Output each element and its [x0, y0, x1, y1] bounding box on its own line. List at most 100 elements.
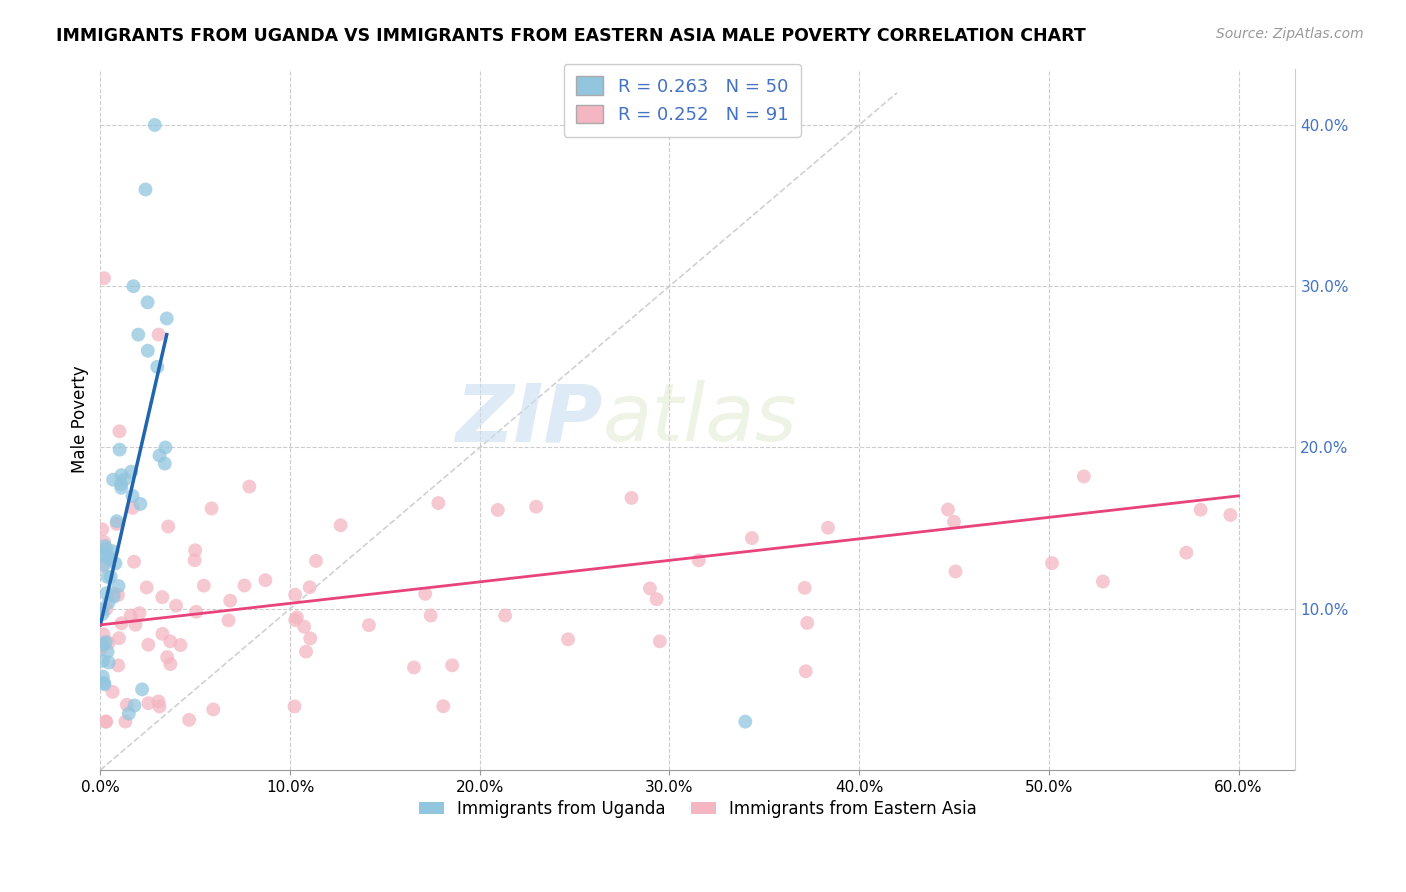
Point: [943, 515, 966, 529]
Point: [104, 557, 127, 571]
Point: [110, 481, 132, 495]
Text: Source: ZipAtlas.com: Source: ZipAtlas.com: [1216, 27, 1364, 41]
Point: [150, 627, 173, 641]
Point: [149, 699, 172, 714]
Point: [202, 702, 225, 716]
Point: [1040, 556, 1063, 570]
Point: [115, 698, 138, 712]
Point: [97, 656, 120, 670]
Point: [219, 593, 242, 607]
Point: [93, 558, 115, 572]
Point: [110, 477, 132, 491]
Point: [945, 565, 967, 579]
Point: [120, 608, 142, 623]
Point: [638, 582, 661, 596]
Point: [91, 558, 114, 573]
Point: [292, 620, 315, 634]
Point: [110, 468, 132, 483]
Point: [101, 473, 124, 487]
Point: [108, 631, 131, 645]
Point: [156, 650, 179, 665]
Point: [284, 613, 307, 627]
Point: [122, 555, 145, 569]
Point: [284, 588, 307, 602]
Point: [91, 637, 114, 651]
Point: [936, 502, 959, 516]
Point: [283, 699, 305, 714]
Point: [419, 608, 441, 623]
Point: [96, 645, 118, 659]
Point: [1189, 502, 1212, 516]
Point: [305, 554, 328, 568]
Point: [96, 714, 118, 729]
Point: [817, 521, 839, 535]
Point: [98, 550, 121, 565]
Point: [688, 553, 710, 567]
Point: [413, 587, 436, 601]
Point: [285, 610, 308, 624]
Point: [441, 658, 464, 673]
Point: [122, 279, 145, 293]
Point: [143, 118, 166, 132]
Point: [494, 608, 516, 623]
Point: [105, 514, 128, 528]
Point: [620, 491, 643, 505]
Point: [107, 579, 129, 593]
Point: [114, 714, 136, 729]
Point: [1091, 574, 1114, 589]
Point: [200, 501, 222, 516]
Point: [93, 677, 115, 691]
Point: [357, 618, 380, 632]
Point: [97, 636, 120, 650]
Point: [93, 675, 115, 690]
Point: [136, 295, 159, 310]
Point: [107, 658, 129, 673]
Point: [402, 660, 425, 674]
Point: [134, 182, 156, 196]
Point: [93, 627, 115, 641]
Point: [124, 617, 146, 632]
Point: [233, 578, 256, 592]
Point: [159, 657, 181, 671]
Point: [101, 544, 124, 558]
Point: [91, 654, 114, 668]
Point: [101, 685, 124, 699]
Point: [91, 522, 114, 536]
Point: [93, 271, 115, 285]
Point: [103, 586, 125, 600]
Point: [1073, 469, 1095, 483]
Point: [557, 632, 579, 647]
Point: [165, 599, 187, 613]
Point: [105, 516, 128, 531]
Text: IMMIGRANTS FROM UGANDA VS IMMIGRANTS FROM EASTERN ASIA MALE POVERTY CORRELATION : IMMIGRANTS FROM UGANDA VS IMMIGRANTS FRO…: [56, 27, 1085, 45]
Point: [648, 634, 671, 648]
Point: [98, 552, 121, 566]
Point: [124, 698, 146, 713]
Point: [218, 614, 240, 628]
Point: [108, 425, 131, 439]
Point: [136, 638, 159, 652]
Point: [796, 615, 818, 630]
Point: [138, 696, 160, 710]
Point: [114, 472, 136, 486]
Text: atlas: atlas: [602, 380, 797, 458]
Point: [118, 706, 141, 721]
Point: [96, 586, 118, 600]
Point: [107, 588, 129, 602]
Point: [110, 616, 132, 631]
Point: [150, 590, 173, 604]
Point: [108, 442, 131, 457]
Point: [121, 500, 143, 515]
Point: [299, 632, 322, 646]
Point: [186, 605, 208, 619]
Point: [148, 449, 170, 463]
Point: [169, 638, 191, 652]
Point: [90, 546, 112, 560]
Point: [91, 549, 114, 563]
Point: [179, 713, 201, 727]
Point: [238, 480, 260, 494]
Point: [96, 570, 118, 584]
Y-axis label: Male Poverty: Male Poverty: [72, 366, 89, 473]
Point: [91, 607, 114, 621]
Point: [103, 590, 125, 604]
